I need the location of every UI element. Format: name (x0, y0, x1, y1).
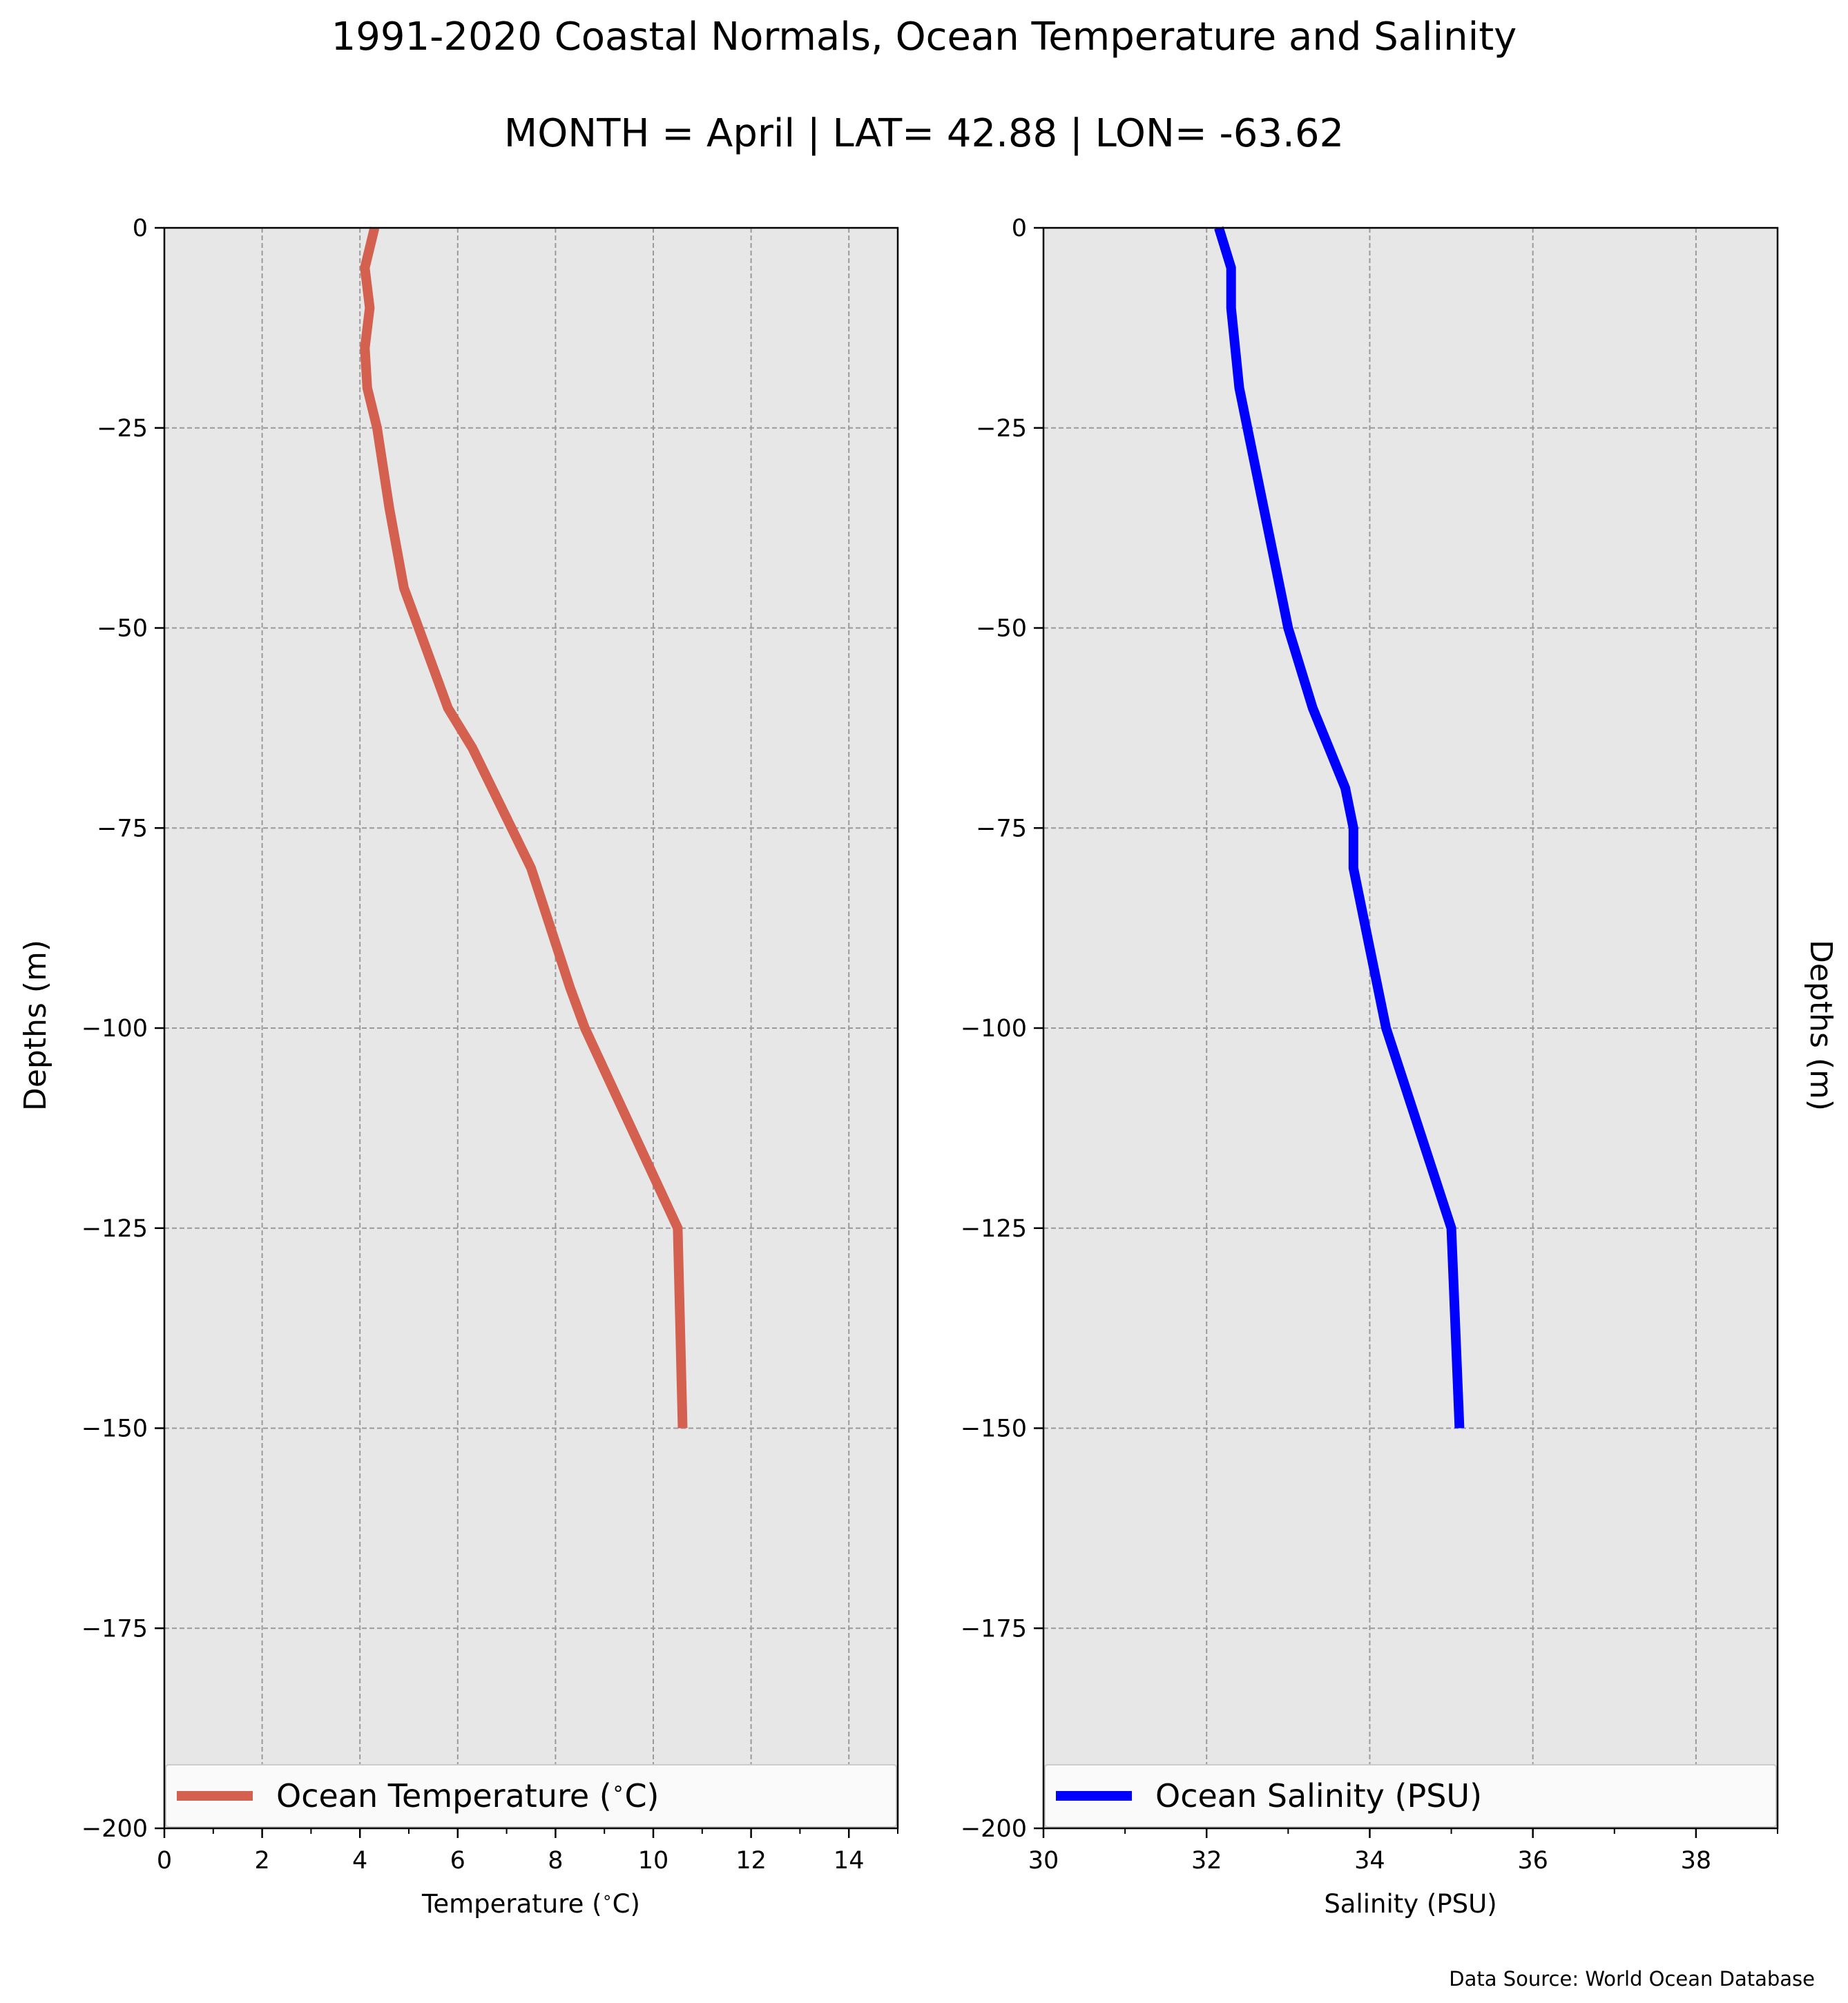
x-tick-label: 6 (450, 1847, 465, 1875)
x-tick-label: 38 (1681, 1847, 1712, 1875)
y-tick-label: −100 (81, 1015, 148, 1043)
y-tick-label: −150 (81, 1415, 148, 1443)
x-tick-label: 0 (157, 1847, 172, 1875)
y-tick-label: −50 (97, 615, 148, 643)
legend-label: Ocean Salinity (PSU) (1155, 1777, 1482, 1815)
series-line (1214, 226, 1465, 1429)
x-axis-label: Salinity (PSU) (1324, 1889, 1496, 1919)
y-tick-label: 0 (1012, 215, 1027, 242)
legend-label: Ocean Temperature (∘C) (276, 1777, 660, 1815)
x-tick-label: 32 (1191, 1847, 1222, 1875)
y-tick-label: −25 (97, 415, 148, 443)
x-tick-label: 4 (352, 1847, 367, 1875)
chart-title: 1991-2020 Coastal Normals, Ocean Tempera… (331, 14, 1517, 59)
y-tick-label: −175 (81, 1615, 148, 1643)
x-tick-label: 14 (834, 1847, 865, 1875)
x-tick-label: 34 (1354, 1847, 1385, 1875)
y-tick-label: −75 (97, 815, 148, 842)
legend-box (1044, 1764, 1777, 1828)
y-tick-label: −75 (976, 815, 1027, 842)
x-tick-label: 8 (548, 1847, 563, 1875)
y-tick-label: −50 (976, 615, 1027, 643)
y-tick-label: −150 (961, 1415, 1027, 1443)
x-tick-label: 10 (638, 1847, 669, 1875)
y-tick-label: −175 (961, 1615, 1027, 1643)
left-y-axis-label: Depths (m) (18, 940, 53, 1111)
legend-box (165, 1764, 897, 1828)
data-source-note: Data Source: World Ocean Database (1449, 1967, 1815, 1991)
salinity-panel: Ocean Salinity (PSU) 30 32 34 36 38 0 −25 −50 −75… (961, 215, 1779, 1919)
right-y-axis-label: Depths (m) (1803, 940, 1838, 1111)
temperature-panel: Ocean Temperature (∘C) 0 2 4 6 8 10 12 14 0 −25 −50… (81, 215, 899, 1919)
y-tick-label: 0 (133, 215, 148, 242)
x-axis-label: Temperature (∘C) (421, 1888, 640, 1919)
series-line (360, 226, 688, 1429)
x-tick-label: 30 (1028, 1847, 1059, 1875)
y-tick-label: −100 (961, 1015, 1027, 1043)
y-tick-label: −25 (976, 415, 1027, 443)
x-tick-label: 2 (254, 1847, 269, 1875)
y-tick-label: −200 (961, 1815, 1027, 1843)
y-tick-label: −125 (81, 1215, 148, 1243)
x-tick-label: 12 (735, 1847, 767, 1875)
y-tick-label: −125 (961, 1215, 1027, 1243)
chart-subtitle: MONTH = April | LAT= 42.88 | LON= -63.62 (504, 111, 1344, 156)
x-tick-label: 36 (1517, 1847, 1548, 1875)
y-tick-label: −200 (81, 1815, 148, 1843)
